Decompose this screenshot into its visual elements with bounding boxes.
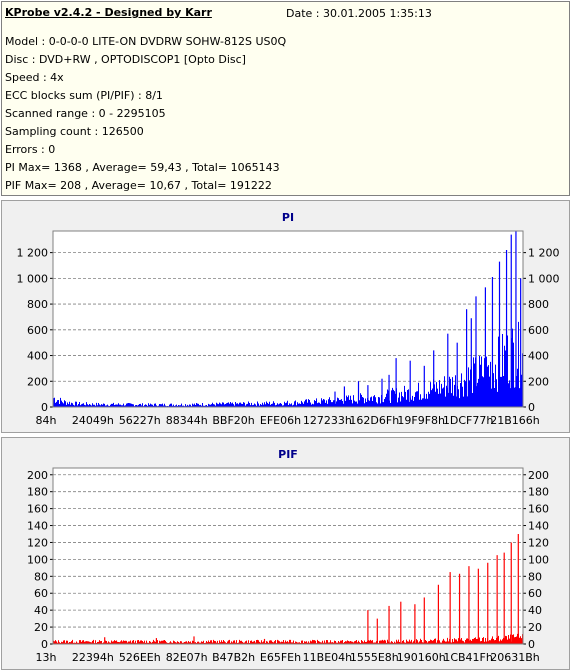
pif-ytick-right: 140	[528, 520, 549, 533]
pi-ytick-right: 0	[528, 401, 535, 414]
pif-ytick-right: 60	[528, 587, 542, 600]
pi-xtick-label: 21B166h	[490, 414, 540, 427]
pif-xtick-label: 11BE04h	[303, 651, 352, 664]
pif-ytick-left: 140	[27, 520, 48, 533]
pi-ytick-right: 800	[528, 298, 549, 311]
errors-line: Errors : 0	[5, 143, 56, 156]
pif-chart-title: PIF	[278, 448, 298, 461]
pif-ytick-right: 40	[528, 604, 542, 617]
pif-ytick-left: 80	[34, 570, 48, 583]
pi-xtick-label: 162D6Fh	[349, 414, 399, 427]
pif-ytick-right: 180	[528, 486, 549, 499]
pi-xtick-label: 127233h	[303, 414, 352, 427]
pif-chart: PIF 0 0 20 20 40 40 60 60 80 80 100 100 120 120 140 140 1…	[27, 448, 549, 664]
pi-plot-frame	[52, 230, 524, 408]
pi-xtick-label: 84h	[36, 414, 57, 427]
pif-series	[53, 534, 523, 644]
pi-ytick-left: 1 000	[17, 272, 49, 285]
info-panel: KProbe v2.4.2 - Designed by Karr Date : …	[1, 1, 570, 196]
pif-ytick-right: 120	[528, 536, 549, 549]
pi-ytick-left: 600	[27, 324, 48, 337]
pif-ytick-left: 60	[34, 587, 48, 600]
pi-chart: PI 0 0 200 200 400 400 600 600 800 800 1 000 1 000 1 …	[17, 211, 560, 427]
pif-ytick-right: 20	[528, 621, 542, 634]
pif-ytick-right: 100	[528, 553, 549, 566]
sampling-line: Sampling count : 126500	[5, 125, 144, 138]
pif-xtick-label: 82E07h	[166, 651, 208, 664]
pi-ytick-right: 600	[528, 324, 549, 337]
pif-xtick-label: 1555E8h	[350, 651, 399, 664]
pif-xtick-label: 1CB41Fh	[443, 651, 493, 664]
range-line: Scanned range : 0 - 2295105	[5, 107, 166, 120]
pif-ytick-left: 180	[27, 486, 48, 499]
pif-xtick-label: 526EEh	[119, 651, 161, 664]
pi-ytick-right: 1 200	[528, 247, 560, 260]
pi-xtick-label: 19F9F8h	[397, 414, 445, 427]
pif-xtick-label: 190160h	[397, 651, 446, 664]
disc-line: Disc : DVD+RW , OPTODISCOP1 [Opto Disc]	[5, 53, 246, 66]
speed-line: Speed : 4x	[5, 71, 64, 84]
pi-ytick-left: 800	[27, 298, 48, 311]
pif-chart-panel: PIF 0 0 20 20 40 40 60 60 80 80 100 100 120 120 140 140 1…	[1, 437, 570, 670]
pif-ytick-right: 80	[528, 570, 542, 583]
pi-ytick-right: 200	[528, 375, 549, 388]
pi-ytick-right: 1 000	[528, 272, 560, 285]
pi-xtick-label: BBF20h	[212, 414, 254, 427]
pif-ytick-left: 100	[27, 553, 48, 566]
pif-ytick-left: 160	[27, 503, 48, 516]
pif-ytick-right: 200	[528, 469, 549, 482]
pif-plot-frame	[52, 467, 524, 645]
pif-ytick-left: 40	[34, 604, 48, 617]
pif-xtick-label: B47B2h	[212, 651, 255, 664]
pi-ytick-left: 0	[41, 401, 48, 414]
scan-date: Date : 30.01.2005 1:35:13	[286, 7, 432, 20]
pif-xtick-label: 13h	[36, 651, 57, 664]
pi-chart-title: PI	[282, 211, 294, 224]
pif-xtick-label: 20631Bh	[490, 651, 540, 664]
pif-ytick-left: 20	[34, 621, 48, 634]
pif-ytick-left: 0	[41, 638, 48, 651]
pi-ytick-left: 400	[27, 350, 48, 363]
pif-ytick-right: 160	[528, 503, 549, 516]
pif-plot-area	[52, 467, 524, 645]
pif-ytick-left: 120	[27, 536, 48, 549]
pif-ytick-right: 0	[528, 638, 535, 651]
ecc-line: ECC blocks sum (PI/PIF) : 8/1	[5, 89, 163, 102]
model-line: Model : 0-0-0-0 LITE-ON DVDRW SOHW-812S …	[5, 35, 287, 48]
app-title: KProbe v2.4.2 - Designed by Karr	[5, 6, 212, 19]
pi-xtick-label: 24049h	[72, 414, 114, 427]
pif-ytick-left: 200	[27, 469, 48, 482]
pif-xtick-label: E65FEh	[260, 651, 301, 664]
pi-xtick-label: 88344h	[166, 414, 208, 427]
pi-ytick-right: 400	[528, 350, 549, 363]
pi-stats-line: PI Max= 1368 , Average= 59,43 , Total= 1…	[5, 161, 280, 174]
pi-ytick-left: 200	[27, 375, 48, 388]
pif-stats-line: PIF Max= 208 , Average= 10,67 , Total= 1…	[5, 179, 272, 192]
pi-xtick-label: EFE06h	[260, 414, 301, 427]
pi-xtick-label: 56227h	[119, 414, 161, 427]
pi-chart-panel: PI 0 0 200 200 400 400 600 600 800 800 1 000 1 000 1 …	[1, 200, 570, 433]
pi-ytick-left: 1 200	[17, 247, 49, 260]
pi-xtick-label: 1DCF77h	[443, 414, 493, 427]
pif-xtick-label: 22394h	[72, 651, 114, 664]
